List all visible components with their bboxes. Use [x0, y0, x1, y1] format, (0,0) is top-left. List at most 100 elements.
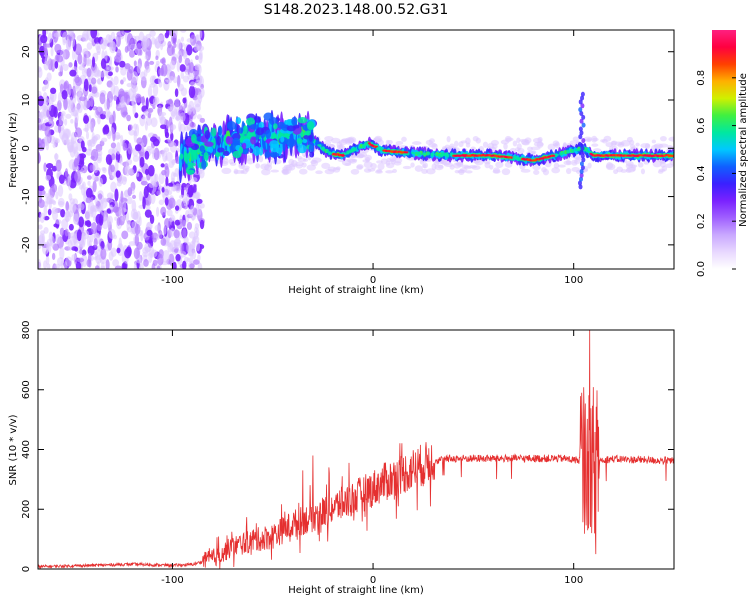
noise-blob [139, 156, 145, 168]
halo-blob [536, 141, 544, 148]
ridge-blob [571, 148, 575, 153]
ridge-blob [204, 130, 211, 140]
noise-blob [63, 261, 68, 269]
noise-blob [100, 37, 108, 50]
noise-blob [71, 49, 76, 61]
ridge-blob [308, 143, 314, 154]
noise-blob [116, 180, 122, 187]
noise-blob [164, 217, 171, 229]
noise-blob [142, 36, 150, 48]
spectrogram-heatmap [38, 30, 674, 269]
colorbar-tick-label: 0.0 [696, 261, 707, 277]
noise-blob [91, 132, 95, 145]
y-tick-label: 10 [21, 94, 32, 107]
noise-blob [160, 206, 167, 216]
noise-blob [61, 90, 68, 100]
halo-blob [484, 161, 491, 169]
noise-blob [174, 97, 180, 109]
halo-blob [668, 136, 674, 142]
ridge-blob [325, 148, 329, 153]
noise-blob [102, 167, 107, 174]
noise-blob [163, 226, 167, 235]
halo-blob [586, 137, 592, 143]
ridge-blob [180, 153, 184, 160]
halo-blob [295, 164, 303, 169]
noise-blob [127, 187, 133, 197]
ridge-blob [343, 152, 347, 156]
halo-blob [429, 138, 435, 144]
noise-blob [179, 218, 184, 224]
halo-blob [503, 143, 508, 150]
noise-blob [125, 211, 129, 224]
ridge-blob [578, 107, 583, 113]
noise-blob [86, 42, 93, 50]
ridge-blob [193, 149, 197, 157]
halo-blob [385, 170, 394, 174]
snr-x-label: Height of straight line (km) [288, 585, 424, 596]
noise-blob [86, 58, 92, 65]
halo-blob [387, 139, 393, 145]
noise-blob [46, 109, 50, 118]
halo-blob [457, 170, 467, 174]
halo-blob [298, 168, 308, 175]
noise-blob [85, 187, 93, 199]
halo-blob [271, 159, 282, 165]
noise-blob [57, 184, 64, 197]
noise-blob [120, 79, 124, 85]
ridge-blob [411, 151, 415, 154]
halo-blob [324, 168, 335, 175]
noise-blob [76, 103, 81, 112]
noise-blob [38, 66, 42, 73]
noise-blob [169, 141, 177, 153]
noise-blob [97, 106, 102, 113]
noise-blob [185, 193, 190, 206]
ridge-blob [346, 152, 350, 155]
halo-blob [228, 158, 236, 165]
noise-blob [109, 204, 113, 210]
ridge-blob [318, 144, 322, 147]
noise-blob [80, 254, 88, 267]
noise-blob [99, 113, 106, 120]
noise-blob [164, 197, 169, 206]
noise-blob [56, 55, 64, 63]
halo-blob [532, 164, 541, 171]
ridge-blob [286, 138, 297, 148]
ridge-blob [577, 180, 582, 186]
noise-blob [147, 107, 154, 113]
noise-blob [144, 168, 149, 176]
noise-blob [57, 123, 62, 134]
noise-blob [168, 217, 175, 222]
noise-blob [113, 75, 119, 86]
noise-blob [136, 42, 142, 56]
halo-blob [620, 169, 627, 173]
noise-blob [145, 97, 149, 110]
noise-blob [189, 256, 194, 264]
noise-blob [74, 77, 80, 83]
ridge-blob [578, 99, 583, 105]
noise-blob [132, 155, 140, 162]
halo-blob [492, 167, 500, 174]
noise-blob [187, 185, 194, 197]
noise-blob [48, 118, 52, 125]
halo-blob [505, 137, 514, 142]
noise-blob [80, 140, 85, 150]
ridge-blob [585, 149, 589, 153]
ridge-blob [232, 137, 241, 144]
noise-blob [171, 159, 177, 164]
noise-blob [132, 85, 136, 98]
halo-blob [422, 164, 427, 169]
ridge-blob [249, 123, 259, 130]
noise-blob [38, 138, 43, 150]
noise-blob [147, 112, 152, 119]
noise-blob [98, 214, 104, 226]
noise-blob [141, 76, 147, 81]
noise-blob [59, 227, 65, 236]
noise-blob [89, 96, 94, 107]
halo-blob [283, 164, 291, 169]
noise-blob [128, 124, 133, 131]
snr-y-ticks: 0 200 400 600 800 [21, 320, 674, 572]
noise-blob [197, 91, 203, 104]
x-tick-label: 0 [370, 275, 376, 286]
ridge-blob [418, 152, 422, 155]
ridge-blob [564, 150, 568, 155]
